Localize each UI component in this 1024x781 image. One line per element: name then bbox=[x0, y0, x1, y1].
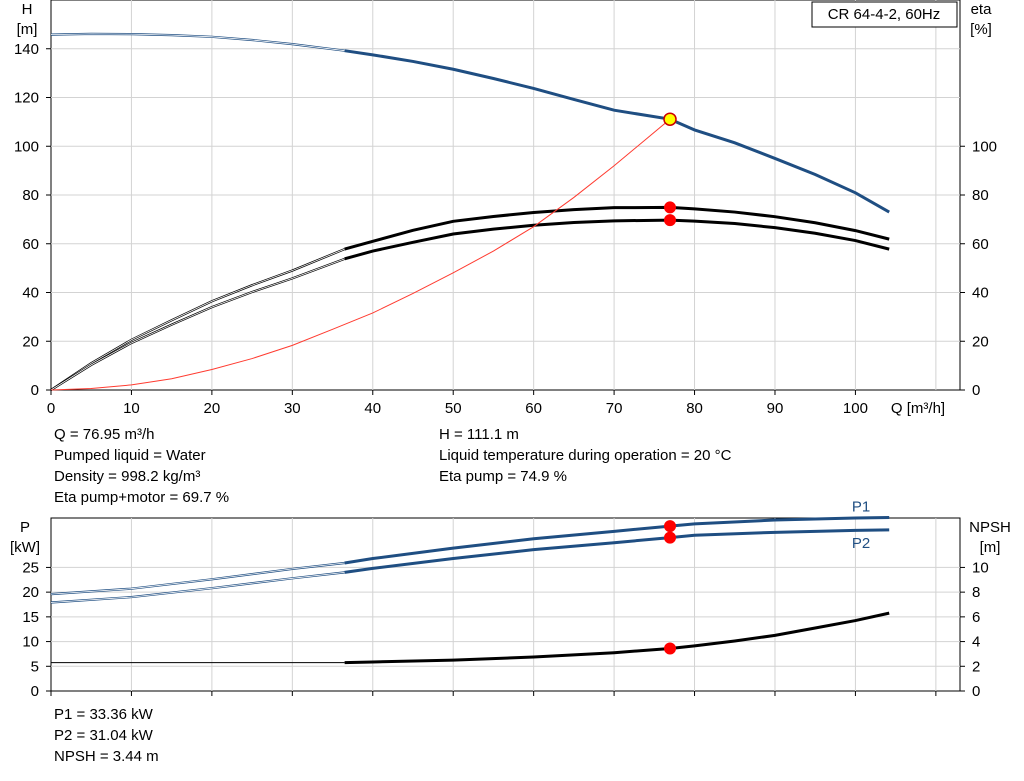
series-line-p1-inner bbox=[50, 562, 345, 595]
x-tick-label: 0 bbox=[47, 400, 55, 417]
power-npsh-panel: P1 P2 0 5 10 15 20 25 0 2 4 6 8 10 P [kW] NPSH [m] bbox=[10, 499, 1011, 700]
y-right-tick-label: 10 bbox=[972, 559, 989, 576]
series-line-p2 bbox=[344, 528, 890, 574]
info-pumped-liquid: Pumped liquid = Water bbox=[54, 447, 206, 464]
info-head: H = 111.1 m bbox=[439, 426, 519, 443]
y-left-tick-label: 100 bbox=[14, 138, 39, 155]
y-left-tick-label: 20 bbox=[22, 584, 39, 601]
info-p2: P2 = 31.04 kW bbox=[54, 727, 153, 744]
series-line-eta_pump-outline bbox=[50, 248, 346, 391]
x-axis-label: Q [m³/h] bbox=[891, 400, 945, 417]
x-tick-label: 100 bbox=[843, 400, 868, 417]
top-gridlines bbox=[51, 0, 960, 390]
series-line-eta_pump_motor-outline bbox=[50, 257, 346, 391]
chart-title-box: CR 64-4-2, 60Hz bbox=[811, 1, 958, 28]
power-info: P1 = 33.36 kW P2 = 31.04 kW NPSH = 3.44 … bbox=[54, 704, 159, 767]
y-left-axis-unit: [kW] bbox=[10, 539, 40, 556]
series-line-eta_pump bbox=[344, 205, 890, 251]
series-line-eta_pump-inner bbox=[50, 248, 345, 391]
x-tick-label: 70 bbox=[606, 400, 623, 417]
x-tick-label: 20 bbox=[204, 400, 221, 417]
operating-info-right: H = 111.1 m Liquid temperature during op… bbox=[439, 424, 731, 487]
chart-title: CR 64-4-2, 60Hz bbox=[828, 6, 941, 23]
bottom-curves: P1 P2 bbox=[50, 499, 890, 665]
operating-point-npsh bbox=[664, 642, 677, 655]
top-axes: 0 10 20 30 40 50 60 70 80 90 100 Q [m³/h] 0 20 40 60 80 1… bbox=[14, 1, 997, 417]
y-left-tick-label: 60 bbox=[22, 236, 39, 253]
operating-point-p2 bbox=[664, 531, 677, 544]
y-left-tick-label: 140 bbox=[14, 41, 39, 58]
y-right-tick-label: 80 bbox=[972, 187, 989, 204]
y-left-tick-label: 40 bbox=[22, 285, 39, 302]
series-label-p1: P1 bbox=[852, 499, 870, 516]
series-line-npsh bbox=[344, 611, 890, 665]
info-npsh: NPSH = 3.44 m bbox=[54, 748, 159, 765]
y-left-tick-label: 5 bbox=[31, 658, 39, 675]
series-line-h bbox=[344, 49, 890, 214]
info-density: Density = 998.2 kg/m³ bbox=[54, 468, 201, 485]
x-tick-label: 60 bbox=[525, 400, 542, 417]
x-tick-label: 10 bbox=[123, 400, 140, 417]
y-left-tick-label: 0 bbox=[31, 382, 39, 399]
operating-info-left: Q = 76.95 m³/h Pumped liquid = Water Den… bbox=[54, 424, 229, 508]
x-tick-label: 80 bbox=[686, 400, 703, 417]
y-right-tick-label: 2 bbox=[972, 658, 980, 675]
info-p1: P1 = 33.36 kW bbox=[54, 706, 153, 723]
y-right-axis-label: eta bbox=[971, 1, 993, 18]
y-right-tick-label: 0 bbox=[972, 683, 980, 700]
operating-point-head bbox=[663, 112, 677, 126]
operating-point-eta-pump bbox=[664, 201, 677, 214]
y-left-axis-label: P bbox=[20, 519, 30, 536]
y-right-tick-label: 4 bbox=[972, 634, 980, 651]
y-left-tick-label: 15 bbox=[22, 609, 39, 626]
series-line-p1 bbox=[344, 516, 890, 565]
series-line-h-inner bbox=[50, 33, 345, 52]
y-right-axis-unit: [%] bbox=[970, 21, 992, 38]
series-line-p2-inner bbox=[50, 571, 345, 603]
x-tick-label: 50 bbox=[445, 400, 462, 417]
x-tick-label: 90 bbox=[767, 400, 784, 417]
y-left-tick-label: 20 bbox=[22, 333, 39, 350]
series-line-p2-outline bbox=[50, 571, 345, 604]
info-eta-pump-motor: Eta pump+motor = 69.7 % bbox=[54, 489, 230, 506]
series-line-eta_pump_motor-inner bbox=[50, 258, 345, 391]
x-tick-label: 40 bbox=[364, 400, 381, 417]
y-right-axis-unit: [m] bbox=[980, 539, 1001, 556]
operating-point-p1 bbox=[664, 520, 677, 533]
top-curves bbox=[50, 32, 890, 391]
y-right-tick-label: 0 bbox=[972, 382, 980, 399]
bottom-axes: 0 5 10 15 20 25 0 2 4 6 8 10 P [kW] NPSH [m] bbox=[10, 519, 1011, 700]
series-label-p2: P2 bbox=[852, 535, 870, 552]
series-line-system-curve bbox=[50, 118, 671, 391]
bottom-plot-frame bbox=[50, 517, 961, 692]
x-tick-label: 30 bbox=[284, 400, 301, 417]
y-right-axis-label: NPSH bbox=[969, 519, 1011, 536]
y-right-tick-label: 60 bbox=[972, 236, 989, 253]
info-q: Q = 76.95 m³/h bbox=[54, 426, 155, 443]
y-left-axis-unit: [m] bbox=[17, 21, 38, 38]
y-right-tick-label: 40 bbox=[972, 285, 989, 302]
operating-point-eta-pump-motor bbox=[664, 214, 677, 227]
y-left-axis-label: H bbox=[22, 1, 33, 18]
y-right-tick-label: 100 bbox=[972, 138, 997, 155]
y-left-tick-label: 10 bbox=[22, 634, 39, 651]
y-left-tick-label: 25 bbox=[22, 559, 39, 576]
y-right-tick-label: 20 bbox=[972, 333, 989, 350]
series-line-eta_pump_motor bbox=[344, 218, 890, 261]
head-efficiency-panel: 0 10 20 30 40 50 60 70 80 90 100 Q [m³/h] 0 20 40 60 80 1… bbox=[14, 0, 997, 417]
y-left-tick-label: 120 bbox=[14, 90, 39, 107]
y-right-tick-label: 6 bbox=[972, 609, 980, 626]
info-eta-pump: Eta pump = 74.9 % bbox=[439, 468, 567, 485]
y-left-tick-label: 0 bbox=[31, 683, 39, 700]
info-liquid-temperature: Liquid temperature during operation = 20… bbox=[439, 447, 732, 464]
y-right-tick-label: 8 bbox=[972, 584, 980, 601]
y-left-tick-label: 80 bbox=[22, 187, 39, 204]
bottom-gridlines bbox=[51, 518, 960, 691]
